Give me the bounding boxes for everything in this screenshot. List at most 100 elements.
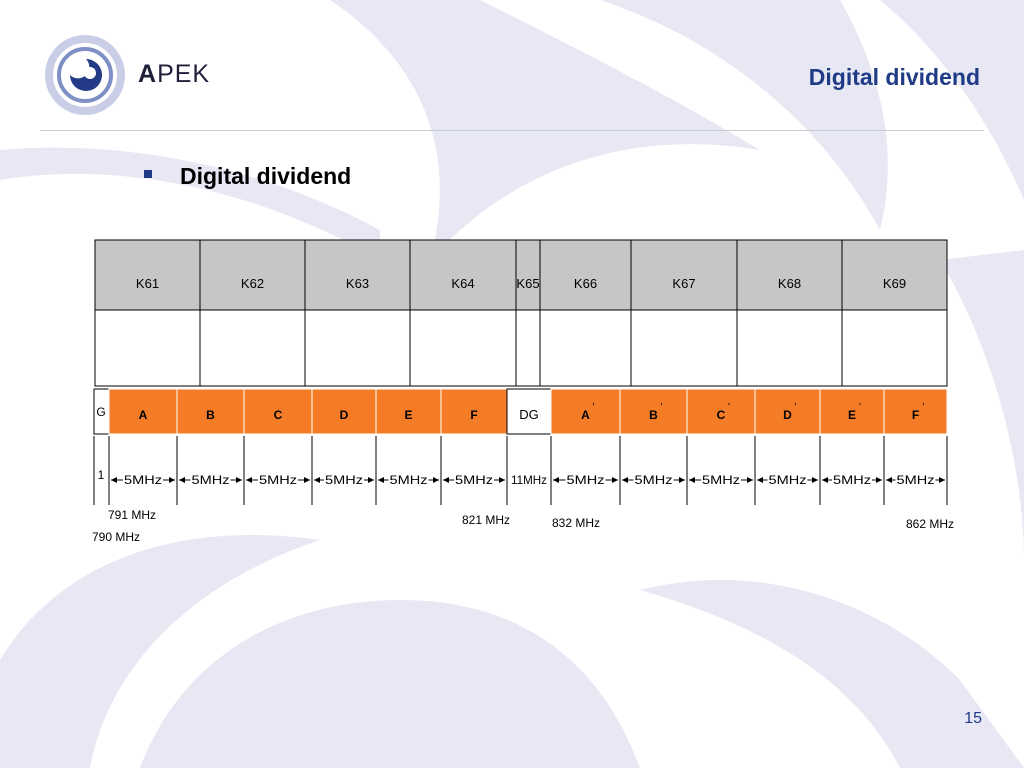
arrow-right-icon <box>433 477 439 483</box>
channel-empty-cell <box>841 309 948 387</box>
channel-cell <box>199 239 306 311</box>
width-label: 5MHz <box>192 473 230 487</box>
width-label: 5MHz <box>325 473 363 487</box>
channel-cell <box>841 239 948 311</box>
block-label: C <box>717 408 726 422</box>
channel-empty-cell <box>736 309 843 387</box>
width-label: 5MHz <box>702 473 740 487</box>
width-label-bg <box>123 470 163 488</box>
arrow-left-icon <box>886 477 892 483</box>
arrow-right-icon <box>304 477 310 483</box>
apek-logo-icon <box>45 35 125 115</box>
brand-name-rest: PEK <box>157 60 211 88</box>
width-label-bg <box>509 470 549 488</box>
channel-cell <box>736 239 843 311</box>
frequency-block <box>883 388 948 435</box>
channel-cell <box>409 239 517 311</box>
channel-label: K64 <box>451 276 474 291</box>
freq-label-832: 832 MHz <box>552 516 600 530</box>
width-label: 11MHz <box>511 473 547 487</box>
width-label: 5MHz <box>897 473 935 487</box>
arrow-right-icon <box>876 477 882 483</box>
frequency-block <box>550 388 621 435</box>
arrow-left-icon <box>179 477 185 483</box>
width-label-bg <box>895 470 936 488</box>
width-label: 5MHz <box>124 473 162 487</box>
channel-empty-cell <box>515 309 541 387</box>
width-label-bg <box>258 470 298 488</box>
block-prime: ' <box>661 402 663 413</box>
channel-label: K66 <box>574 276 597 291</box>
arrow-left-icon <box>622 477 628 483</box>
arrow-right-icon <box>169 477 175 483</box>
width-label-bg <box>565 470 606 488</box>
bullet-text: Digital dividend <box>180 163 352 189</box>
block-label: E <box>404 408 412 422</box>
block-prime: ' <box>795 402 797 413</box>
width-label: 5MHz <box>567 473 605 487</box>
block-label: A <box>581 408 590 422</box>
arrow-left-icon <box>553 477 559 483</box>
header-divider <box>40 130 984 131</box>
block-label: F <box>912 408 919 422</box>
width-label: 5MHz <box>259 473 297 487</box>
width-label-bg <box>832 470 872 488</box>
width-label-bg <box>324 470 364 488</box>
brand-name-bold: A <box>138 60 158 88</box>
arrow-left-icon <box>757 477 763 483</box>
frequency-block <box>375 388 442 435</box>
block-label: A <box>139 408 148 422</box>
freq-label-821: 821 MHz <box>462 513 510 527</box>
block-prime: ' <box>923 402 925 413</box>
channel-empty-cell <box>630 309 738 387</box>
freq-label-791: 791 MHz <box>108 508 156 522</box>
width-label-bg <box>388 470 429 488</box>
arrow-right-icon <box>812 477 818 483</box>
channel-cell <box>304 239 411 311</box>
arrow-left-icon <box>246 477 252 483</box>
arrow-right-icon <box>499 477 505 483</box>
block-label: E <box>848 408 856 422</box>
channel-empty-cell <box>539 309 632 387</box>
channel-cell <box>539 239 632 311</box>
width-label: 5MHz <box>390 473 428 487</box>
block-prime: ' <box>593 402 595 413</box>
width-label-bg <box>454 470 494 488</box>
arrow-left-icon <box>314 477 320 483</box>
arrow-left-icon <box>378 477 384 483</box>
channel-label: K61 <box>136 276 159 291</box>
frequency-block <box>619 388 688 435</box>
slide-title: Digital dividend <box>808 64 980 90</box>
freq-label-862: 862 MHz <box>906 517 954 531</box>
channel-empty-cell <box>409 309 517 387</box>
width-label-bg <box>190 470 231 488</box>
channel-label: K65 <box>516 276 539 291</box>
block-prime: ' <box>728 402 730 413</box>
width-label: 5MHz <box>833 473 871 487</box>
page-number: 15 <box>964 710 982 727</box>
arrow-left-icon <box>822 477 828 483</box>
block-prime: ' <box>859 402 861 413</box>
channel-label: K63 <box>346 276 369 291</box>
channel-cell <box>515 239 541 311</box>
arrow-right-icon <box>679 477 685 483</box>
block-label: D <box>783 408 792 422</box>
frequency-block <box>311 388 377 435</box>
channel-empty-cell <box>199 309 306 387</box>
guard-label: G <box>96 405 105 419</box>
brand-name: APEK <box>138 60 210 89</box>
arrow-right-icon <box>368 477 374 483</box>
channel-empty-cell <box>304 309 411 387</box>
freq-label-790: 790 MHz <box>92 530 140 544</box>
block-label: C <box>274 408 283 422</box>
channel-label: K68 <box>778 276 801 291</box>
channel-label: K67 <box>672 276 695 291</box>
arrow-right-icon <box>612 477 618 483</box>
width-label-bg <box>633 470 674 488</box>
frequency-block <box>440 388 508 435</box>
width-row-label: 1 <box>98 468 105 482</box>
arrow-right-icon <box>939 477 945 483</box>
width-label-bg <box>767 470 808 488</box>
